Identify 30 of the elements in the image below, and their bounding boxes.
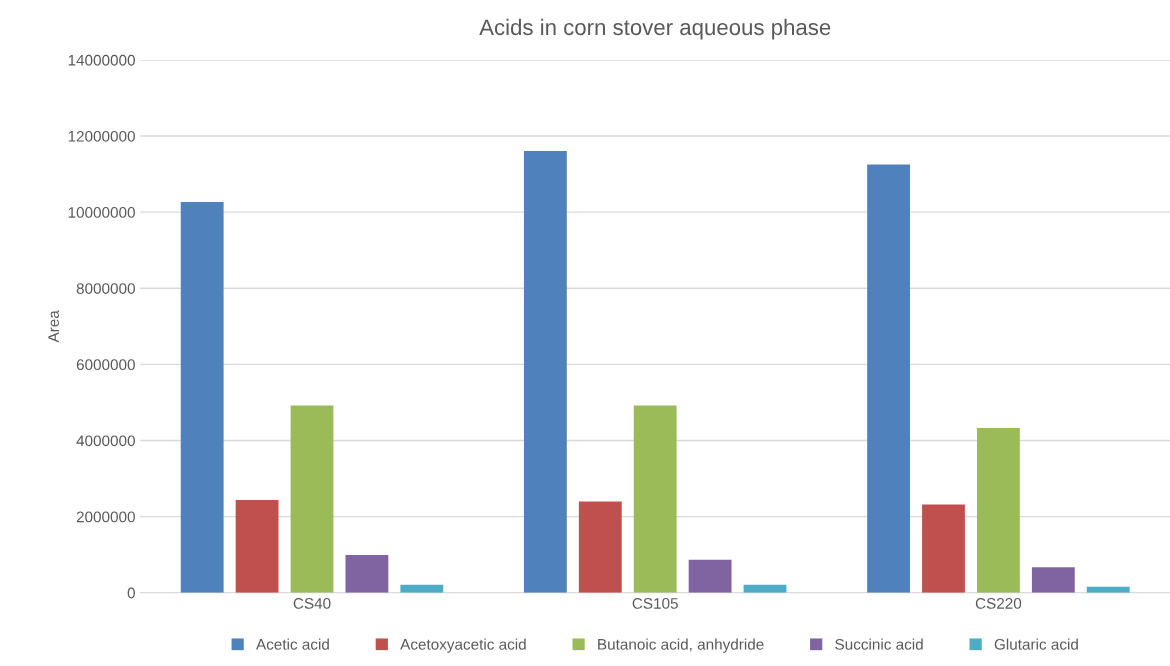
y-tick-label: 4000000 — [76, 435, 135, 447]
y-tick-label: 14000000 — [68, 54, 135, 66]
bar — [290, 405, 334, 593]
bar — [523, 150, 567, 593]
chart-title: Acids in corn stover aqueous phase — [479, 18, 831, 40]
bar — [688, 559, 732, 593]
bar — [633, 405, 677, 593]
bar — [922, 504, 965, 593]
y-axis-title: Area — [48, 310, 59, 343]
legend-label: Glutaric acid — [994, 638, 1078, 650]
x-tick-label: CS105 — [632, 598, 678, 609]
bar — [867, 164, 910, 593]
bar — [235, 499, 279, 593]
y-tick-label: 10000000 — [68, 207, 135, 218]
legend-label: Acetoxyacetic acid — [400, 638, 526, 653]
legend-label: Succinic acid — [835, 638, 923, 650]
bar — [180, 201, 224, 593]
legend-label: Acetic acid — [256, 638, 329, 650]
legend-label: Butanoic acid, anhydride — [598, 638, 764, 653]
bar — [976, 427, 1020, 593]
x-tick-label: CS40 — [293, 598, 331, 609]
y-tick-label: 8000000 — [76, 283, 135, 294]
y-tick-label: 0 — [127, 587, 135, 599]
y-tick-label: 6000000 — [76, 359, 135, 371]
y-tick-label: 2000000 — [76, 511, 135, 523]
x-tick-label: CS220 — [975, 598, 1022, 609]
bar — [1031, 567, 1075, 593]
bar — [578, 501, 622, 593]
y-tick-label: 12000000 — [68, 130, 135, 142]
bar — [345, 555, 389, 593]
